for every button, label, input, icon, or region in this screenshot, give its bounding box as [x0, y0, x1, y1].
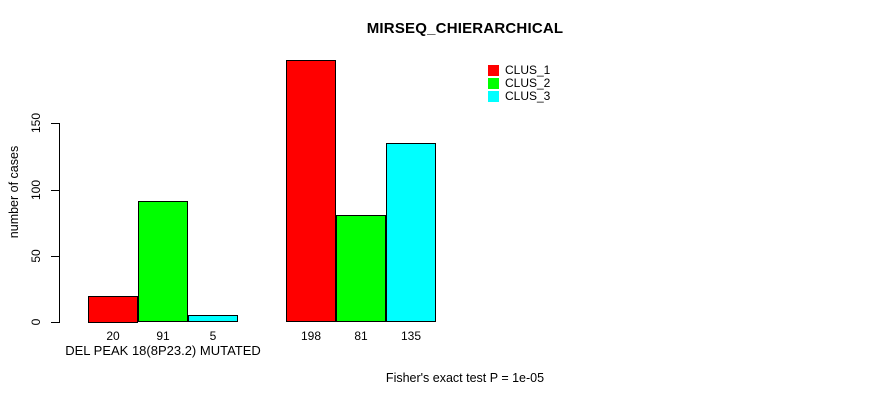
bar-clus_2: [138, 201, 188, 322]
chart-title: MIRSEQ_CHIERARCHICAL: [366, 20, 564, 37]
y-tick-label: 100: [29, 179, 43, 201]
pvalue-annotation: Fisher's exact test P = 1e-05: [385, 371, 545, 385]
y-tick: [51, 190, 59, 191]
bar-clus_3: [188, 315, 238, 322]
legend-swatch-clus_3: [488, 91, 499, 102]
legend-swatch-clus_1: [488, 65, 499, 76]
group-label: DEL PEAK 18(8P23.2) MUTATED: [65, 343, 261, 358]
y-axis-line: [59, 123, 60, 323]
y-tick-label: 50: [29, 249, 43, 263]
legend-label-clus_2: CLUS_2: [505, 76, 551, 90]
bar-value-label: 135: [400, 329, 422, 343]
y-tick-label: 150: [29, 112, 43, 134]
y-tick: [51, 256, 59, 257]
bar-clus_2: [336, 215, 386, 322]
bar-value-label: 20: [106, 329, 120, 343]
bar-value-label: 81: [354, 329, 368, 343]
bar-clus_3: [386, 143, 436, 322]
legend-swatch-clus_2: [488, 78, 499, 89]
bar-value-label: 5: [209, 329, 217, 343]
legend-label-clus_3: CLUS_3: [505, 89, 551, 103]
bar-value-label: 198: [300, 329, 322, 343]
bar-value-label: 91: [156, 329, 170, 343]
y-tick-label: 0: [29, 318, 43, 326]
y-tick: [51, 123, 59, 124]
bar-clus_1: [286, 60, 336, 322]
y-tick: [51, 322, 59, 323]
legend-label-clus_1: CLUS_1: [505, 63, 551, 77]
bar-clus_1: [88, 296, 138, 323]
